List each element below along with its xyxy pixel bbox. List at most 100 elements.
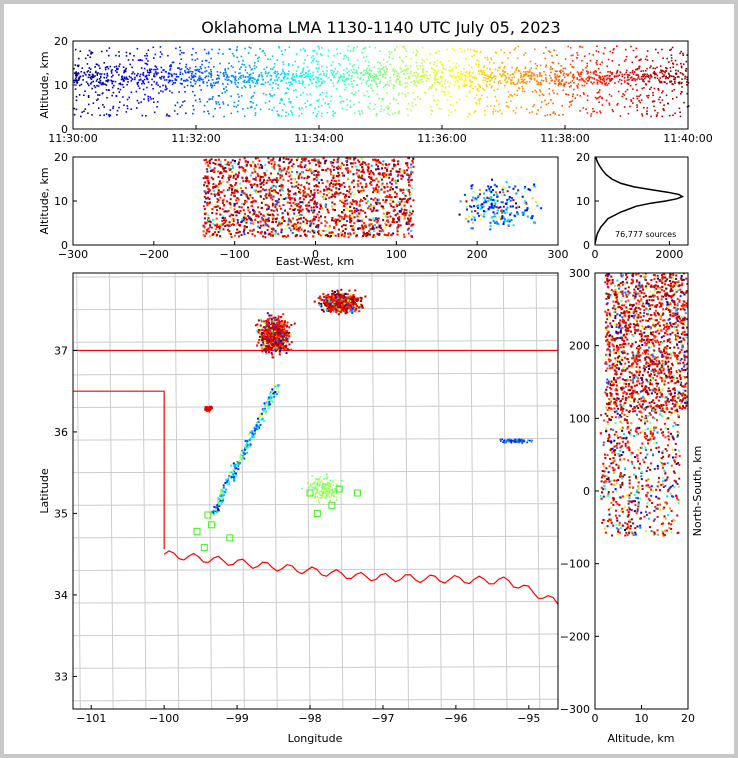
source-point [347,171,350,174]
source-point [405,50,407,52]
source-point [407,91,409,94]
source-point [278,204,281,207]
source-point [378,189,381,192]
source-point [414,81,416,84]
source-point [345,87,348,89]
source-point [596,74,598,76]
county-line [174,273,180,709]
source-point [374,197,377,200]
source-point [474,110,477,112]
source-point [242,80,245,83]
source-point [477,90,480,92]
source-point [478,102,481,105]
source-point [319,190,322,193]
source-point [518,87,521,90]
source-point [362,189,365,192]
source-point [324,204,327,207]
source-point [310,56,313,59]
source-point [529,69,531,71]
source-point [251,196,254,199]
source-point [337,79,340,82]
source-point [570,100,572,103]
source-point [417,81,420,84]
source-point [150,68,153,71]
source-point [328,234,331,237]
source-point [506,206,509,209]
source-point [264,102,267,104]
source-point [372,179,374,182]
source-point [272,190,275,193]
source-point [174,82,176,84]
source-point [452,105,454,107]
source-point [355,69,357,72]
source-point [498,66,500,69]
source-point [378,173,381,176]
source-point [338,228,340,231]
source-point [203,184,205,187]
source-point [368,61,370,63]
source-point [411,159,414,162]
source-point [345,160,348,163]
source-point [244,212,246,215]
source-point [330,172,333,175]
source-point [317,159,320,162]
county-line [404,273,409,709]
source-point [278,47,281,49]
source-point [265,218,268,221]
source-point [215,234,218,237]
source-point [230,213,233,216]
source-point [221,216,224,219]
source-point [669,70,672,72]
source-point [349,219,352,222]
source-point [292,163,295,166]
source-point [158,92,160,94]
source-point [301,71,304,73]
source-point [336,52,339,55]
source-point [224,163,227,166]
source-point [265,193,268,196]
source-point [394,191,397,194]
source-point [299,74,302,77]
source-point [163,75,165,78]
source-point [272,228,275,231]
source-point [121,77,124,80]
source-point [434,73,436,76]
source-point [426,77,428,80]
source-point [463,68,465,70]
source-point [660,71,663,73]
source-point [315,163,317,166]
source-point [238,158,241,161]
source-count-label: 76,777 sources [615,230,676,239]
source-point [392,68,395,70]
source-point [207,182,210,185]
source-point [345,157,348,159]
source-point [435,88,437,91]
source-point [477,195,480,198]
source-point [322,229,325,232]
source-point [308,182,311,185]
source-point [254,163,257,166]
source-point [478,188,481,191]
county-line [73,372,558,376]
source-point [240,191,243,194]
time-height-panel: Altitude, km 11:30:00 11:32:00 11:34:00 11:… [38,35,713,145]
source-point [125,76,128,79]
source-point [310,61,313,64]
source-point [223,87,225,90]
source-point [303,187,306,190]
source-point [489,79,492,82]
source-point [378,226,381,229]
source-point [276,73,279,76]
source-point [253,212,256,215]
source-point [282,70,284,72]
source-point [300,72,302,75]
source-point [228,230,231,233]
source-point [662,75,665,77]
source-point [291,77,293,79]
source-point [387,108,389,110]
source-point [170,73,173,76]
source-point [285,235,288,238]
source-point [249,76,252,79]
source-point [499,109,501,112]
source-point [383,233,386,236]
